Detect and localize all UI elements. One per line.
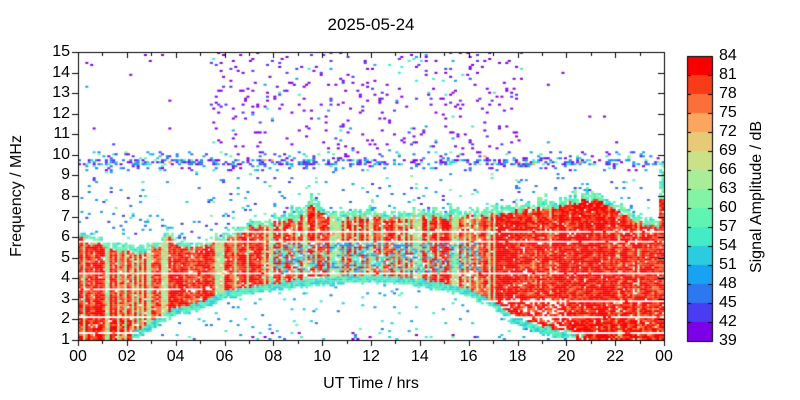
colorbar-tick-label: 51 [719, 256, 737, 273]
y-tick-label: 5 [61, 248, 70, 266]
y-tick-label: 4 [61, 269, 70, 287]
colorbar-tick-label: 45 [719, 294, 737, 311]
y-tick-label: 6 [61, 228, 70, 246]
y-tick-label: 15 [52, 43, 70, 60]
y-tick-label: 3 [61, 289, 70, 307]
colorbar-tick-label: 42 [719, 313, 737, 330]
x-tick-label: 12 [362, 348, 380, 365]
colorbar-tick-label: 39 [719, 332, 737, 349]
y-axis-label: Frequency / MHz [8, 135, 25, 257]
x-tick-label: 04 [166, 348, 185, 365]
x-tick-label: 06 [215, 348, 234, 365]
colorbar-tick-label: 72 [719, 123, 737, 140]
x-tick-label: 02 [117, 348, 136, 365]
colorbar-tick-label: 57 [719, 218, 737, 235]
x-tick-label: 00 [655, 348, 673, 365]
x-tick-label: 20 [557, 348, 576, 365]
y-tick-label: 12 [52, 104, 70, 122]
colorbar-tick-label: 75 [719, 104, 737, 121]
colorbar-tick-label: 66 [719, 161, 737, 178]
colorbar-tick-label: 48 [719, 275, 737, 292]
y-tick-label: 13 [52, 84, 70, 102]
x-axis-label: UT Time / hrs [323, 375, 419, 392]
x-tick-label: 18 [508, 348, 527, 365]
colorbar-tick-label: 54 [719, 237, 737, 254]
x-tick-label: 14 [410, 348, 429, 365]
y-tick-label: 14 [52, 63, 70, 81]
y-tick-label: 11 [53, 125, 70, 143]
y-tick-label: 9 [61, 166, 70, 184]
x-tick-label: 22 [606, 348, 625, 365]
y-tick-label: 10 [52, 145, 70, 163]
colorbar-tick-label: 81 [719, 66, 737, 83]
colorbar-tick-label: 60 [719, 199, 737, 216]
colorbar-tick-label: 63 [719, 180, 737, 197]
y-tick-label: 2 [61, 310, 70, 328]
x-tick-label: 10 [313, 348, 332, 365]
y-tick-label: 1 [61, 331, 70, 348]
x-tick-label: 00 [69, 348, 87, 365]
x-tick-label: 08 [264, 348, 283, 365]
colorbar-tick-label: 78 [719, 85, 737, 102]
colorbar-tick-label: 69 [719, 142, 737, 159]
chart-title: 2025-05-24 [327, 15, 415, 34]
x-tick-label: 16 [459, 348, 478, 365]
y-tick-label: 7 [61, 207, 70, 225]
y-tick-label: 8 [61, 187, 70, 204]
colorbar-tick-label: 84 [719, 47, 737, 64]
